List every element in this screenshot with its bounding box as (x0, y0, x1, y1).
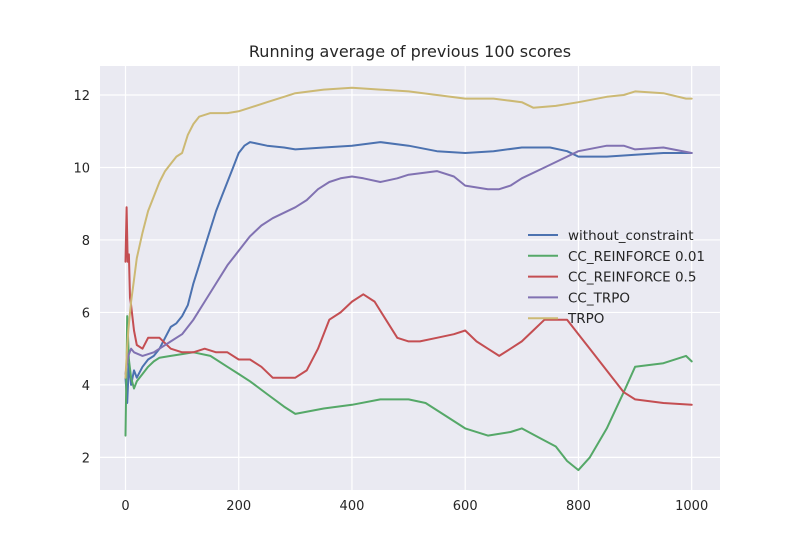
legend-label: CC_TRPO (568, 290, 630, 306)
plot-area (100, 66, 720, 490)
x-tick-label: 400 (340, 499, 365, 514)
legend-label: without_constraint (568, 228, 694, 244)
y-tick-label: 12 (73, 89, 90, 104)
x-tick-label: 600 (453, 499, 478, 514)
x-tick-label: 1000 (675, 499, 708, 514)
series-line-4 (124, 86, 693, 379)
legend-label: CC_REINFORCE 0.01 (568, 249, 705, 265)
series-line-0 (124, 141, 693, 404)
x-tick-label: 0 (121, 499, 129, 514)
x-tick-labels: 0 200 400 600 800 1000 (121, 499, 708, 514)
y-tick-label: 2 (82, 451, 90, 466)
chart-title: Running average of previous 100 scores (249, 42, 571, 61)
y-tick-label: 10 (73, 161, 90, 176)
series-layer (124, 86, 693, 472)
x-tick-label: 200 (226, 499, 251, 514)
y-tick-label: 4 (82, 379, 90, 394)
y-tick-label: 6 (82, 306, 90, 321)
series-line-3 (124, 144, 693, 375)
x-tick-label: 800 (566, 499, 591, 514)
series-line-2 (124, 206, 693, 406)
legend: without_constraint CC_REINFORCE 0.01 CC_RE… (528, 228, 705, 327)
legend-label: TRPO (567, 311, 604, 327)
y-tick-labels: 2 4 6 8 10 12 (73, 89, 90, 466)
series-line-1 (124, 315, 693, 472)
legend-label: CC_REINFORCE 0.5 (568, 270, 696, 286)
y-tick-label: 8 (82, 234, 90, 249)
grid-lines (100, 66, 720, 490)
